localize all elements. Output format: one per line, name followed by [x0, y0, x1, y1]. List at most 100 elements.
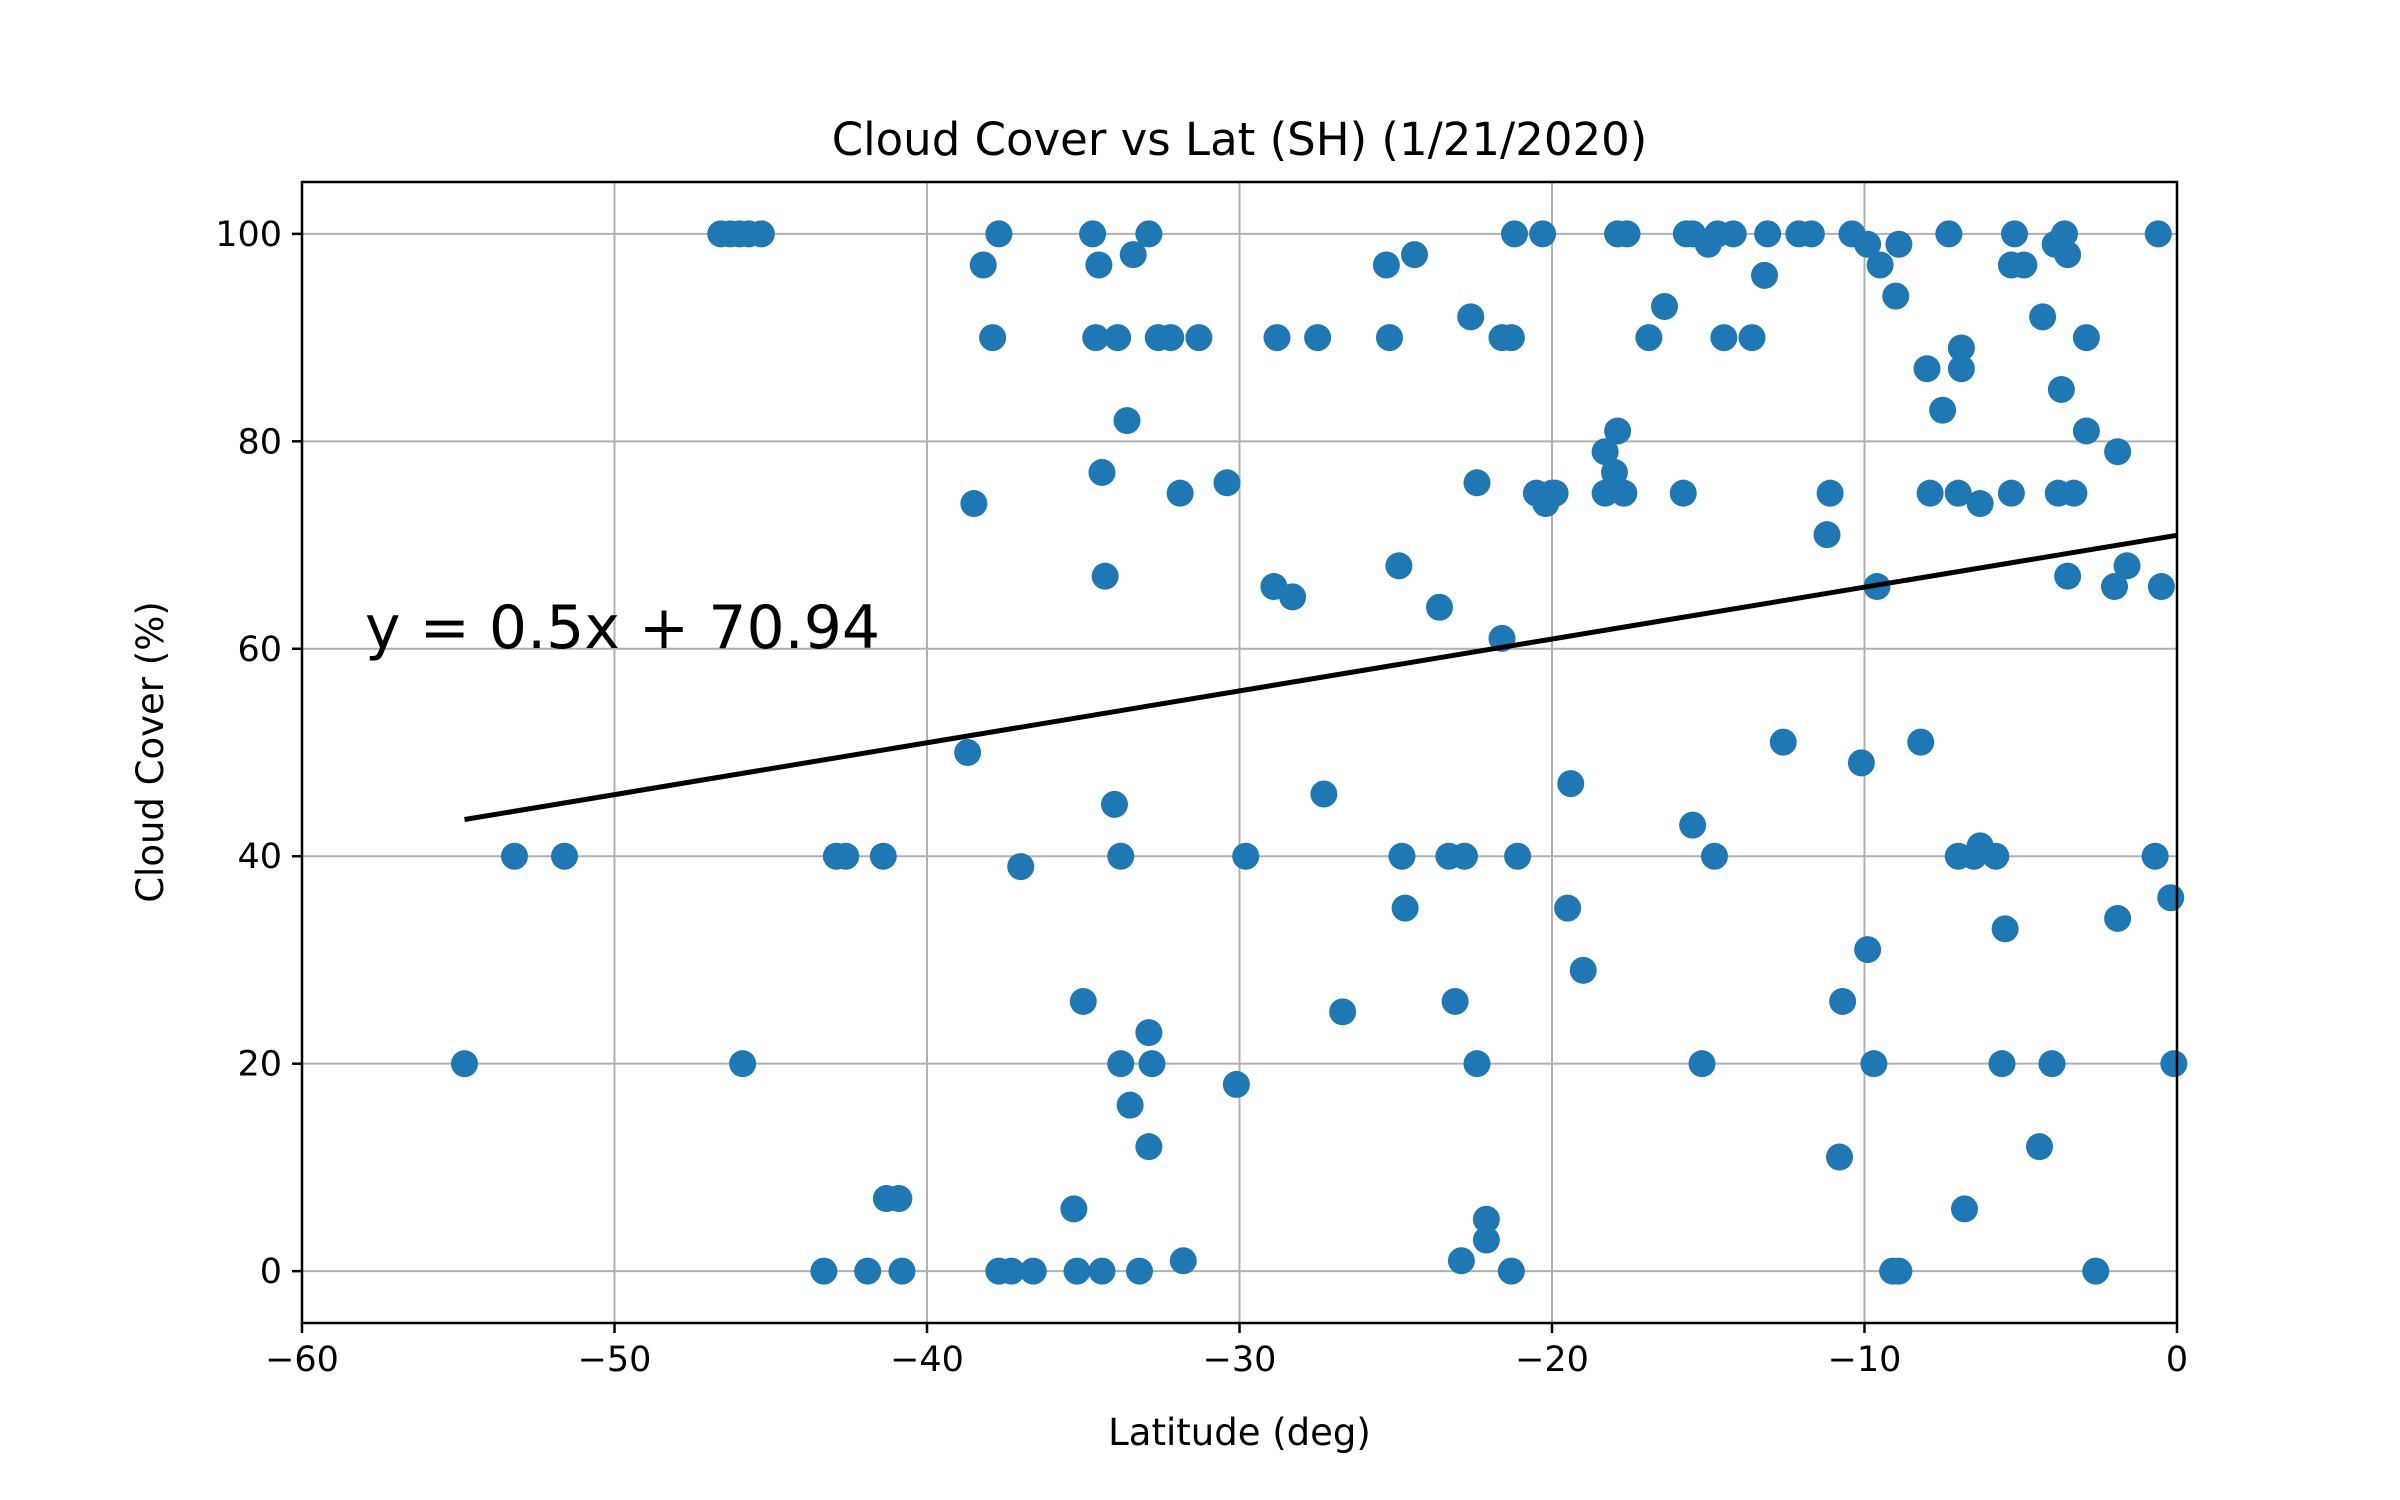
- data-point: [1060, 1195, 1088, 1223]
- data-point: [1679, 811, 1707, 839]
- data-point: [1754, 220, 1782, 248]
- data-point: [1719, 220, 1747, 248]
- data-point: [1866, 251, 1894, 279]
- data-point: [1966, 490, 1994, 518]
- data-point: [1569, 956, 1597, 984]
- data-point: [1854, 230, 1882, 258]
- data-point: [1601, 458, 1628, 486]
- data-point: [1082, 324, 1110, 352]
- data-point: [1613, 220, 1641, 248]
- data-point: [1947, 355, 1975, 383]
- data-point: [1669, 479, 1697, 507]
- data-point: [2147, 573, 2175, 601]
- data-point: [1113, 407, 1141, 435]
- data-point: [1557, 770, 1585, 798]
- data-point: [1751, 261, 1778, 289]
- data-point: [1088, 1257, 1116, 1285]
- data-point: [2026, 1133, 2053, 1161]
- data-point: [1329, 998, 1357, 1026]
- data-point: [1451, 842, 1478, 870]
- data-point: [2047, 375, 2075, 403]
- data-point: [888, 1257, 916, 1285]
- data-point: [1426, 593, 1453, 621]
- data-point: [1232, 842, 1260, 870]
- data-point: [1135, 1133, 1163, 1161]
- x-tick-label: −40: [890, 1340, 964, 1380]
- data-point: [1501, 220, 1528, 248]
- data-point: [1376, 324, 1403, 352]
- data-point: [1463, 469, 1491, 497]
- y-axis-title: Cloud Cover (%): [129, 601, 172, 903]
- data-point: [2038, 1050, 2066, 1078]
- data-point: [729, 1050, 757, 1078]
- data-point: [2001, 220, 2028, 248]
- data-point: [1988, 1050, 2016, 1078]
- y-tick-label: 60: [237, 630, 282, 670]
- data-point: [1457, 303, 1485, 331]
- data-point: [969, 251, 997, 279]
- data-point: [2082, 1257, 2110, 1285]
- data-point: [2101, 573, 2128, 601]
- data-point: [1091, 562, 1119, 590]
- data-point: [451, 1050, 478, 1078]
- data-point: [1441, 987, 1469, 1015]
- data-point: [1885, 1257, 1913, 1285]
- x-axis-title: Latitude (deg): [1108, 1411, 1371, 1454]
- data-point: [1935, 220, 1963, 248]
- y-tick-label: 40: [237, 837, 282, 877]
- data-point: [1854, 936, 1882, 964]
- data-point: [1069, 987, 1097, 1015]
- data-point: [1401, 241, 1428, 269]
- data-point: [1991, 915, 2019, 943]
- y-tick-label: 20: [237, 1045, 282, 1085]
- data-point: [1929, 396, 1957, 424]
- data-point: [1554, 894, 1582, 922]
- data-point: [1222, 1070, 1250, 1098]
- data-point: [1107, 842, 1135, 870]
- data-point: [2104, 904, 2132, 932]
- data-point: [1007, 853, 1035, 881]
- data-point: [997, 1257, 1025, 1285]
- data-point: [2072, 417, 2100, 445]
- data-point: [1997, 479, 2025, 507]
- data-point: [1463, 1050, 1491, 1078]
- data-point: [1116, 1091, 1144, 1119]
- data-point: [1701, 842, 1728, 870]
- data-point: [2144, 220, 2172, 248]
- data-point: [1472, 1226, 1500, 1254]
- data-point: [1860, 1050, 1888, 1078]
- data-point: [1497, 324, 1525, 352]
- data-point: [832, 842, 860, 870]
- data-point: [2157, 884, 2185, 912]
- data-point: [1944, 479, 1972, 507]
- x-tick-label: 0: [2166, 1340, 2188, 1380]
- data-point: [1947, 334, 1975, 362]
- data-point: [869, 842, 897, 870]
- data-point: [1263, 324, 1291, 352]
- regression-equation: y = 0.5x + 70.94: [365, 593, 880, 663]
- data-point: [1829, 987, 1857, 1015]
- data-point: [1079, 220, 1107, 248]
- data-point: [1447, 1247, 1475, 1275]
- data-point: [2104, 438, 2132, 466]
- data-point: [1797, 220, 1825, 248]
- data-point: [1604, 417, 1632, 445]
- data-point: [1135, 220, 1163, 248]
- data-point: [1185, 324, 1213, 352]
- data-point: [885, 1185, 913, 1213]
- data-point: [1088, 458, 1116, 486]
- data-point: [1063, 1257, 1091, 1285]
- data-point: [2113, 552, 2141, 580]
- x-tick-label: −60: [265, 1340, 339, 1380]
- regression-layer: [464, 532, 2178, 822]
- data-point: [954, 739, 982, 766]
- x-tick-label: −30: [1203, 1340, 1277, 1380]
- x-tick-label: −50: [578, 1340, 652, 1380]
- data-point: [1085, 251, 1113, 279]
- data-point: [1913, 355, 1941, 383]
- data-point: [960, 490, 988, 518]
- data-point: [1738, 324, 1766, 352]
- data-point: [1504, 842, 1532, 870]
- grid: [301, 182, 2178, 1323]
